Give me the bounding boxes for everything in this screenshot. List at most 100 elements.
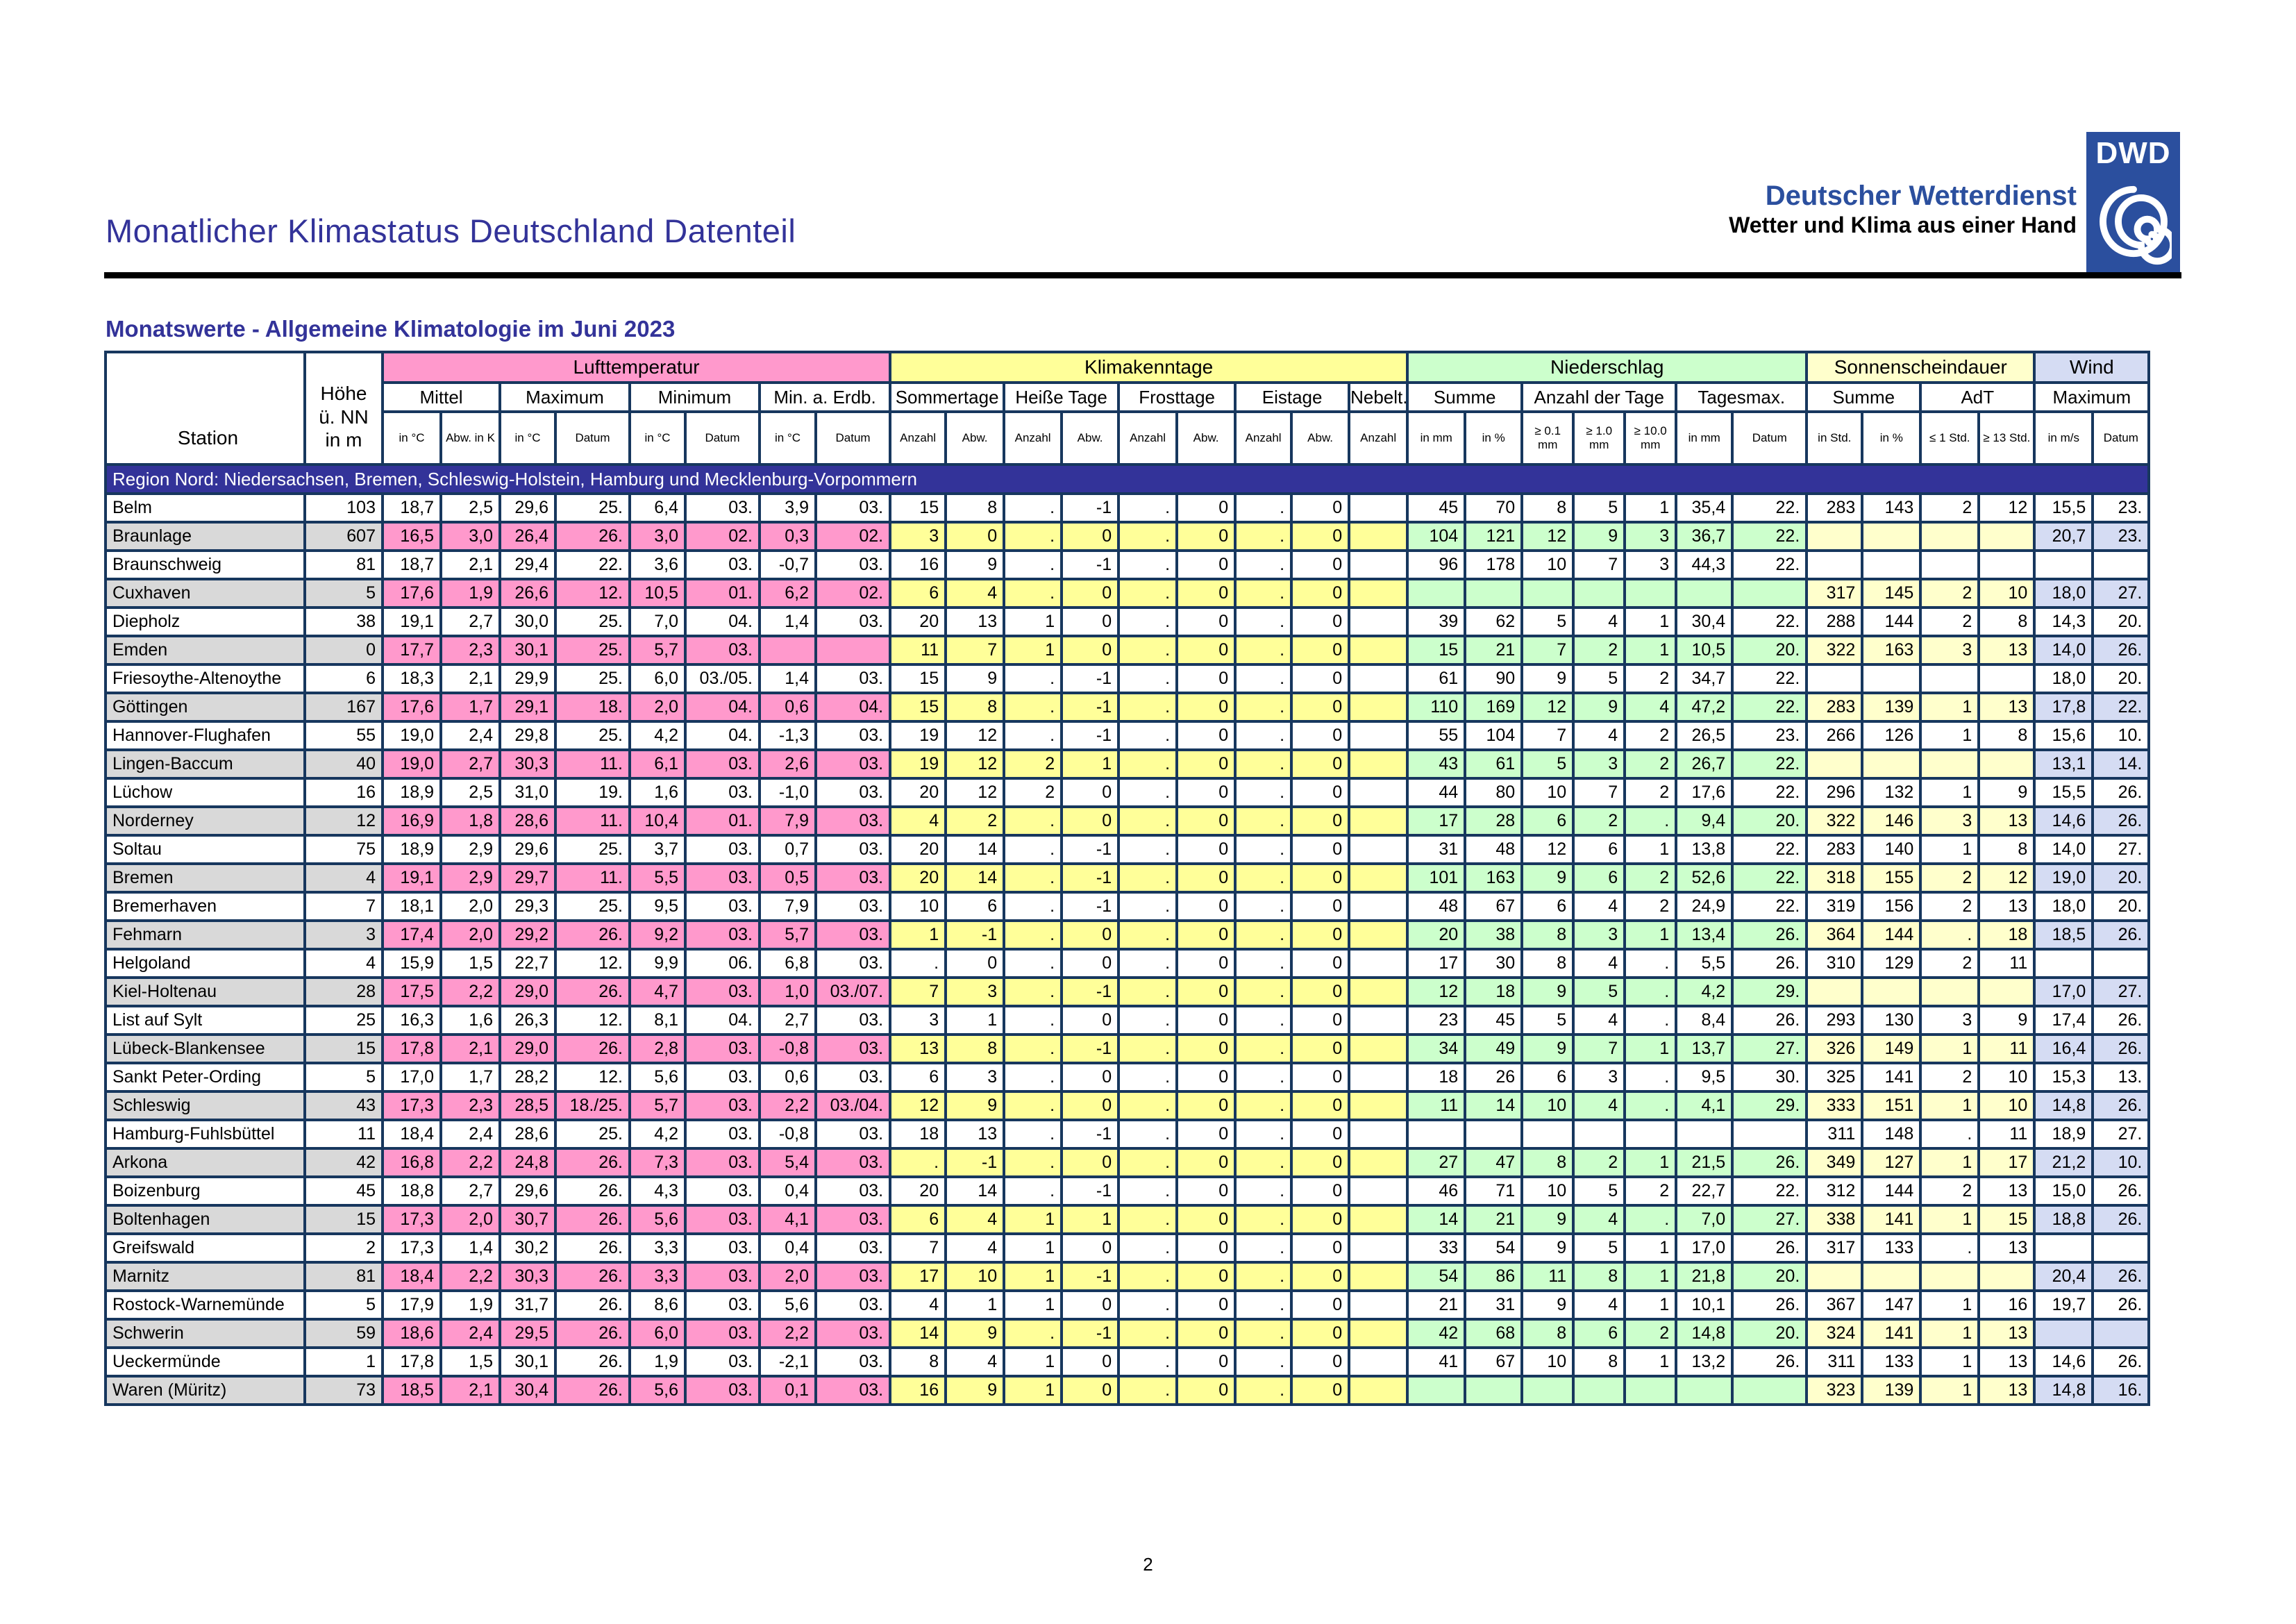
value-cell: .	[1117, 1375, 1179, 1406]
table-row: Schleswig 43 17,3 2,3 28,5 18./25. 5,7 03. 2,2 03…	[104, 1090, 2151, 1121]
value-cell: 23.	[2091, 492, 2151, 524]
value-cell: 14	[944, 1175, 1006, 1207]
value-cell: 139	[1861, 692, 1922, 723]
value-cell: 140	[1861, 834, 1922, 865]
value-cell: 17,6	[1675, 777, 1734, 808]
value-cell: .	[1117, 1119, 1179, 1150]
value-cell: 18,9	[381, 834, 442, 865]
value-cell: 03.	[684, 976, 761, 1007]
value-cell: 1,6	[628, 777, 687, 808]
value-cell: 15	[303, 1204, 384, 1235]
value-cell	[1520, 1375, 1575, 1406]
value-cell: 4	[1623, 692, 1678, 723]
value-cell: 2	[944, 805, 1006, 837]
value-cell: 2,4	[439, 1318, 501, 1349]
value-cell: 1,9	[439, 1289, 501, 1321]
value-cell: 2	[1919, 492, 1981, 524]
value-cell: 16,9	[381, 805, 442, 837]
value-cell	[1348, 748, 1409, 780]
value-cell: 20.	[1731, 1261, 1809, 1292]
value-cell: 2,7	[439, 606, 501, 637]
value-cell: 22.	[1731, 549, 1809, 580]
value-cell	[1805, 521, 1864, 552]
unit-header: in °C	[498, 410, 557, 466]
value-cell: 2,3	[439, 1090, 501, 1121]
value-cell: 10	[1520, 1346, 1575, 1378]
value-cell: 18,7	[381, 549, 442, 580]
value-cell: 0	[1060, 1346, 1121, 1378]
value-cell: 310	[1805, 948, 1864, 979]
value-cell	[1861, 549, 1922, 580]
value-cell: 16,5	[381, 521, 442, 552]
value-cell	[1919, 663, 1981, 694]
value-cell: 0	[1175, 635, 1237, 666]
value-cell: 18,7	[381, 492, 442, 524]
value-cell: .	[1234, 663, 1293, 694]
value-cell: 41	[1406, 1346, 1467, 1378]
value-cell: 1	[1623, 919, 1678, 951]
value-cell: 19,7	[2033, 1289, 2095, 1321]
value-cell: 20.	[2091, 891, 2151, 922]
value-cell: 04.	[684, 692, 761, 723]
table-row: Boltenhagen 15 17,3 2,0 30,7 26. 5,6 03. 4,1 03. 6…	[104, 1204, 2151, 1235]
station-cell: Hannover-Flughafen	[104, 720, 306, 751]
value-cell: -0,7	[758, 549, 817, 580]
value-cell: 15	[1406, 635, 1467, 666]
value-cell: 0	[1175, 748, 1237, 780]
value-cell: 68	[1464, 1318, 1524, 1349]
value-cell: .	[1234, 1175, 1293, 1207]
station-cell: Sankt Peter-Ording	[104, 1062, 306, 1093]
value-cell: 0	[1175, 948, 1237, 979]
value-cell: 0	[944, 521, 1006, 552]
value-cell	[1406, 578, 1467, 609]
value-cell: 40	[303, 748, 384, 780]
value-cell: 22.	[1731, 521, 1809, 552]
value-cell: 4	[1572, 948, 1627, 979]
value-cell: 14	[944, 834, 1006, 865]
table-row: Rostock-Warnemünde 5 17,9 1,9 31,7 26. 8,6 03. 5…	[104, 1289, 2151, 1321]
value-cell: 19	[889, 720, 948, 751]
value-cell: 5,7	[628, 635, 687, 666]
page-number: 2	[1143, 1554, 1153, 1575]
value-cell: .	[1003, 1147, 1064, 1178]
value-cell	[2033, 1318, 2095, 1349]
value-cell: 2,5	[439, 492, 501, 524]
value-cell: 283	[1805, 834, 1864, 865]
value-cell: 1	[1919, 692, 1981, 723]
value-cell: 9	[944, 1375, 1006, 1406]
value-cell: 22.	[1731, 834, 1809, 865]
table-row: Braunschweig 81 18,7 2,1 29,4 22. 3,6 03. -0,7 03…	[104, 549, 2151, 580]
value-cell: 1	[944, 1005, 1006, 1036]
value-cell: 1	[1919, 1346, 1981, 1378]
value-cell	[1348, 777, 1409, 808]
value-cell: 12	[1977, 492, 2036, 524]
value-cell: 0	[1175, 976, 1237, 1007]
value-cell: 17,8	[381, 1346, 442, 1378]
value-cell: 10	[1520, 549, 1575, 580]
value-cell: 26.	[554, 1289, 631, 1321]
value-cell: 0	[1290, 976, 1351, 1007]
value-cell: -1	[1060, 1261, 1121, 1292]
column-subgroup-header: Heiße Tage	[1003, 381, 1121, 413]
value-cell: 0	[1290, 1318, 1351, 1349]
value-cell: 19,1	[381, 862, 442, 894]
value-cell: 03.	[684, 1289, 761, 1321]
value-cell	[1348, 1147, 1409, 1178]
value-cell: 8	[944, 492, 1006, 524]
value-cell: -1	[1060, 976, 1121, 1007]
value-cell: .	[1003, 692, 1064, 723]
value-cell: .	[1234, 834, 1293, 865]
value-cell: 1	[944, 1289, 1006, 1321]
value-cell: .	[1234, 919, 1293, 951]
value-cell: -1	[1060, 1033, 1121, 1064]
value-cell	[1348, 635, 1409, 666]
value-cell: 13,1	[2033, 748, 2095, 780]
unit-header: in %	[1861, 410, 1922, 466]
value-cell: 03.	[684, 1232, 761, 1264]
value-cell: 29,6	[498, 834, 557, 865]
value-cell: 333	[1805, 1090, 1864, 1121]
value-cell: 156	[1861, 891, 1922, 922]
value-cell: 17	[1977, 1147, 2036, 1178]
value-cell: 17,8	[381, 1033, 442, 1064]
value-cell: 1	[1623, 834, 1678, 865]
